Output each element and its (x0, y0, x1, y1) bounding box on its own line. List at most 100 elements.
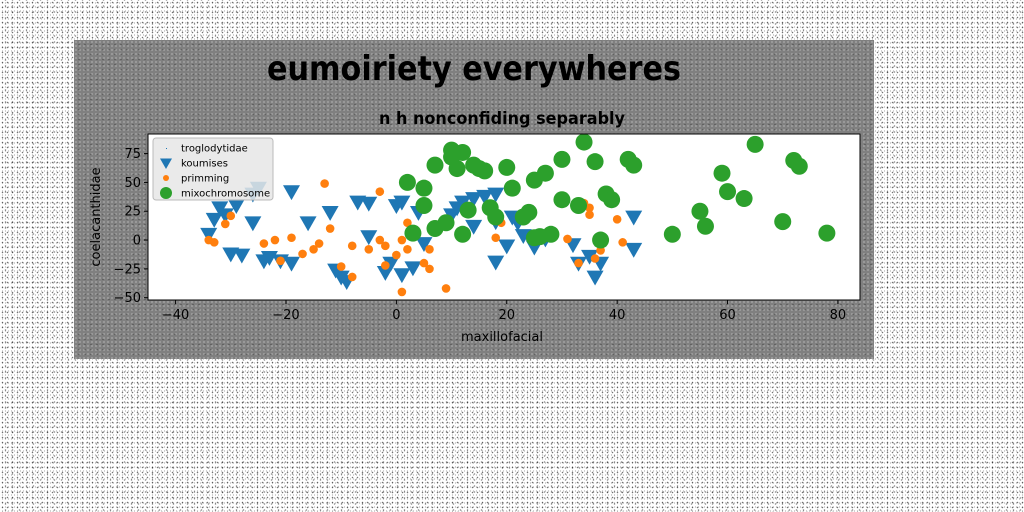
data-point (570, 196, 588, 214)
x-tick-label: 20 (498, 308, 515, 323)
data-point (498, 158, 516, 176)
data-point (498, 239, 516, 255)
data-point (397, 235, 407, 245)
y-tick-label: −25 (114, 262, 141, 277)
data-point (299, 216, 317, 232)
data-point (415, 237, 433, 253)
data-point (465, 192, 483, 208)
series-mixochromosome (398, 133, 836, 249)
data-point (612, 215, 622, 224)
legend-label: koumises (181, 159, 228, 170)
data-point (270, 235, 280, 245)
legend-marker (160, 158, 172, 169)
data-point (419, 258, 429, 268)
data-point (336, 262, 346, 271)
data-point (259, 239, 269, 248)
data-point (719, 183, 737, 201)
chart-title: eumoiriety everywheres (267, 49, 681, 89)
y-tick-label: 25 (124, 205, 141, 220)
data-point (283, 256, 301, 272)
data-point (347, 272, 357, 282)
data-point (536, 164, 554, 182)
data-point (220, 219, 230, 229)
data-point (487, 187, 505, 203)
data-point (415, 179, 433, 197)
data-point (376, 265, 394, 281)
data-point (287, 233, 296, 243)
data-point (415, 196, 433, 214)
data-point (325, 224, 335, 233)
data-point (603, 191, 621, 209)
data-point (696, 217, 714, 235)
chart-subtitle: n h nonconfiding separably (379, 109, 625, 129)
data-point (233, 248, 251, 264)
data-point (375, 187, 385, 196)
data-point (454, 225, 472, 243)
legend-label: mixochromosome (181, 189, 270, 200)
data-point (713, 164, 731, 182)
y-tick-label: 75 (124, 147, 141, 162)
y-tick-label: 0 (133, 234, 141, 249)
data-point (774, 213, 792, 231)
plot-border (147, 133, 861, 301)
y-tick-label: 50 (124, 176, 141, 191)
data-point (381, 261, 390, 270)
data-point (487, 208, 505, 226)
data-point (503, 179, 521, 197)
data-point (364, 244, 374, 254)
legend-marker (160, 187, 172, 199)
chart-figure: eumoiriety everywheres n h nonconfiding s… (74, 40, 874, 359)
legend-marker (166, 148, 167, 149)
data-point (581, 249, 599, 265)
x-tick-label: 80 (830, 308, 847, 323)
data-point (381, 241, 390, 251)
x-tick-label: 0 (392, 308, 400, 323)
data-point (586, 270, 604, 286)
data-point (360, 230, 378, 246)
data-point (476, 189, 494, 205)
data-point (592, 231, 610, 249)
data-point (563, 234, 572, 244)
data-point (393, 195, 411, 211)
data-point (426, 156, 444, 174)
data-point (542, 225, 560, 243)
legend-box (152, 137, 274, 201)
data-point (425, 264, 434, 274)
data-point (520, 203, 538, 221)
x-tick-label: −20 (272, 308, 299, 323)
data-point (818, 224, 836, 242)
scatter-chart: eumoiriety everywheres n h nonconfiding s… (89, 49, 861, 345)
data-point (574, 258, 583, 268)
data-point (360, 196, 378, 212)
y-tick-label: −50 (114, 291, 141, 306)
data-point (663, 225, 681, 243)
legend-marker (163, 175, 169, 181)
data-point (437, 214, 455, 232)
data-point (200, 227, 218, 243)
data-point (585, 210, 594, 219)
data-point (553, 191, 571, 209)
data-point (476, 162, 494, 180)
legend-label: troglodytidae (181, 144, 248, 155)
data-point (320, 179, 329, 188)
x-tick-label: 60 (719, 308, 736, 323)
data-point (276, 256, 285, 266)
data-point (590, 254, 600, 263)
data-point (735, 190, 753, 208)
data-point (382, 256, 400, 272)
data-point (398, 173, 416, 191)
data-point (404, 261, 422, 277)
y-axis-label: coelacanthidae (89, 167, 104, 266)
data-point (209, 238, 219, 247)
data-point (403, 218, 412, 228)
data-point (491, 233, 501, 243)
data-point (347, 241, 357, 251)
data-point (487, 255, 505, 271)
data-point (321, 206, 339, 221)
x-tick-label: 40 (609, 308, 626, 323)
data-point (375, 235, 385, 245)
data-point (205, 212, 223, 228)
data-point (298, 249, 307, 259)
series-primming (204, 179, 627, 297)
data-point (586, 153, 604, 171)
